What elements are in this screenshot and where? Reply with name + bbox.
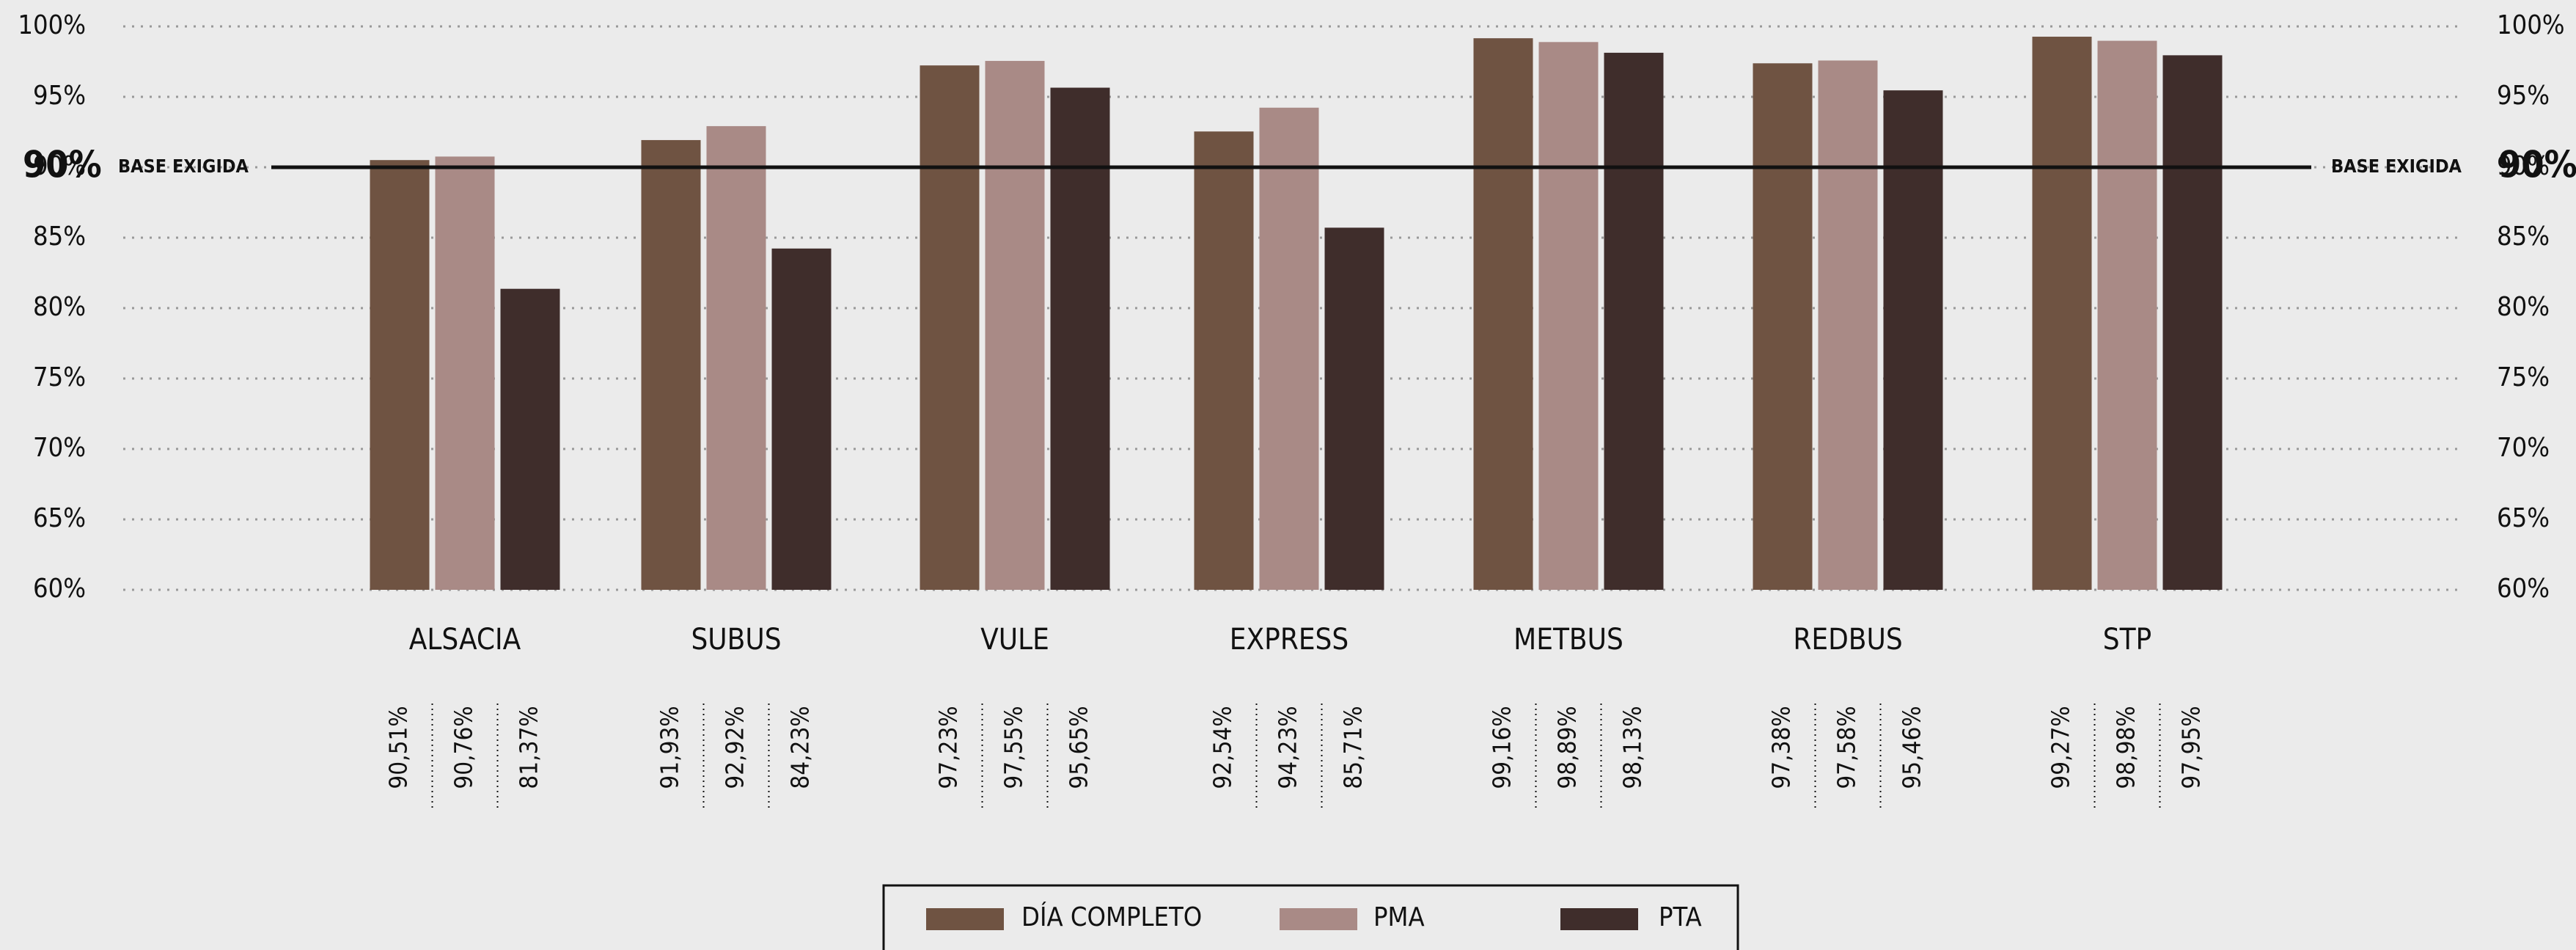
- bar: [1324, 227, 1384, 590]
- x-tick-label: EXPRESS: [1230, 623, 1349, 657]
- legend-swatch: [926, 908, 1004, 930]
- value-label: 90,51%: [384, 706, 413, 789]
- x-tick-label: ALSACIA: [409, 623, 521, 657]
- reference-value-label: 90%: [2498, 144, 2576, 186]
- x-tick-label: VULE: [980, 623, 1049, 657]
- value-label: 92,54%: [1208, 706, 1237, 789]
- value-label: 92,92%: [721, 706, 749, 789]
- bar: [435, 156, 495, 590]
- value-label: 95,65%: [1065, 706, 1093, 789]
- value-label: 97,95%: [2177, 706, 2206, 789]
- reference-value-label: 90%: [23, 144, 102, 186]
- bar: [500, 288, 560, 590]
- y-tick-label: 90%: [33, 151, 86, 181]
- y2-tick-label: 65%: [2497, 503, 2550, 533]
- y2-tick-label: 60%: [2497, 574, 2550, 604]
- bar: [1473, 38, 1533, 591]
- x-tick-label: STP: [2103, 623, 2152, 657]
- y-tick-label: 80%: [33, 292, 86, 322]
- bar: [1538, 42, 1599, 590]
- legend-swatch: [1560, 908, 1638, 930]
- y-tick-label: 75%: [33, 362, 86, 392]
- value-label: 98,89%: [1553, 706, 1582, 789]
- bar: [920, 65, 980, 590]
- value-label: 81,37%: [515, 706, 543, 789]
- bar: [771, 248, 832, 590]
- value-label: 85,71%: [1339, 706, 1368, 789]
- bar: [641, 139, 701, 591]
- reference-label: BASE EXIGIDA: [2331, 156, 2462, 177]
- y2-tick-label: 100%: [2497, 10, 2565, 40]
- bar: [2097, 40, 2157, 591]
- value-label: 97,23%: [934, 706, 963, 789]
- bar: [1753, 63, 1813, 590]
- bar: [370, 160, 430, 590]
- bar: [2032, 37, 2092, 591]
- bar: [1818, 60, 1878, 591]
- value-label: 91,93%: [656, 706, 684, 789]
- x-tick-label: METBUS: [1513, 623, 1623, 657]
- y2-tick-label: 70%: [2497, 433, 2550, 463]
- value-label: 90,76%: [449, 706, 478, 789]
- bar: [1604, 52, 1664, 591]
- legend-label: DÍA COMPLETO: [1021, 902, 1202, 932]
- bar: [985, 61, 1045, 591]
- bar: [1883, 90, 1943, 591]
- bar: [1050, 87, 1110, 590]
- bar: [2162, 55, 2223, 591]
- y2-tick-label: 80%: [2497, 292, 2550, 322]
- x-tick-label: REDBUS: [1793, 623, 1902, 657]
- bar: [706, 125, 766, 590]
- y-tick-label: 65%: [33, 503, 86, 533]
- value-label: 84,23%: [786, 706, 815, 789]
- bar: [1259, 107, 1319, 590]
- value-label: 99,27%: [2047, 706, 2075, 789]
- legend-box: [882, 884, 1739, 950]
- legend-label: PTA: [1659, 902, 1702, 932]
- value-label: 97,55%: [999, 706, 1028, 789]
- y-tick-label: 70%: [33, 433, 86, 463]
- value-label: 99,16%: [1488, 706, 1516, 789]
- value-label: 97,38%: [1767, 706, 1796, 789]
- y-tick-label: 95%: [33, 81, 86, 111]
- y-tick-label: 85%: [33, 222, 86, 252]
- y2-tick-label: 90%: [2497, 151, 2550, 181]
- value-label: 94,23%: [1274, 706, 1302, 789]
- value-label: 98,13%: [1618, 706, 1647, 789]
- reference-label: BASE EXIGIDA: [118, 156, 249, 177]
- y-tick-label: 60%: [33, 574, 86, 604]
- bar: [1194, 131, 1254, 590]
- x-tick-label: SUBUS: [691, 623, 781, 657]
- y2-tick-label: 85%: [2497, 222, 2550, 252]
- legend-label: PMA: [1373, 902, 1425, 932]
- value-label: 98,98%: [2112, 706, 2140, 789]
- legend-swatch: [1280, 908, 1357, 930]
- value-label: 95,46%: [1898, 706, 1926, 789]
- y-tick-label: 100%: [18, 10, 86, 40]
- y2-tick-label: 95%: [2497, 81, 2550, 111]
- y2-tick-label: 75%: [2497, 362, 2550, 392]
- value-label: 97,58%: [1832, 706, 1861, 789]
